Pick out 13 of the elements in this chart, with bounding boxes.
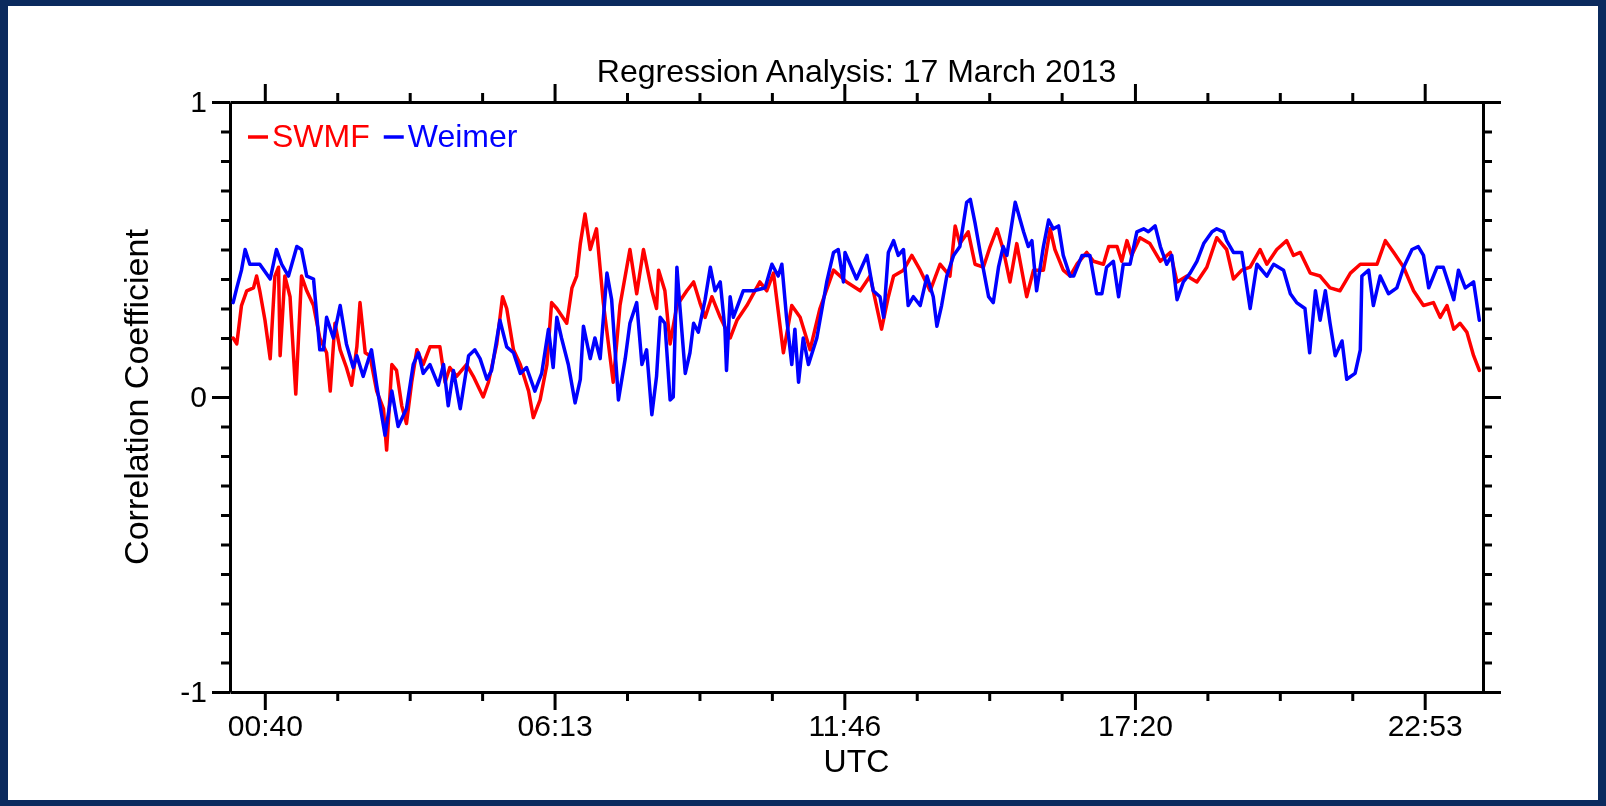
legend-label: SWMF — [272, 118, 370, 154]
x-tick-label: 11:46 — [808, 709, 882, 743]
y-tick-label: -1 — [180, 675, 207, 709]
y-axis-title: Correlation Coefficient — [117, 228, 155, 565]
x-axis-title: UTC — [823, 743, 890, 779]
x-tick-label: 06:13 — [517, 709, 593, 743]
chart-title: Regression Analysis: 17 March 2013 — [596, 53, 1117, 89]
x-tick-label: 22:53 — [1387, 709, 1463, 743]
x-tick-label: 00:40 — [227, 709, 303, 743]
y-tick-label: 1 — [190, 85, 207, 119]
x-tick-label: 17:20 — [1097, 709, 1173, 743]
legend-label: Weimer — [407, 118, 518, 154]
y-tick-label: 0 — [190, 380, 207, 414]
